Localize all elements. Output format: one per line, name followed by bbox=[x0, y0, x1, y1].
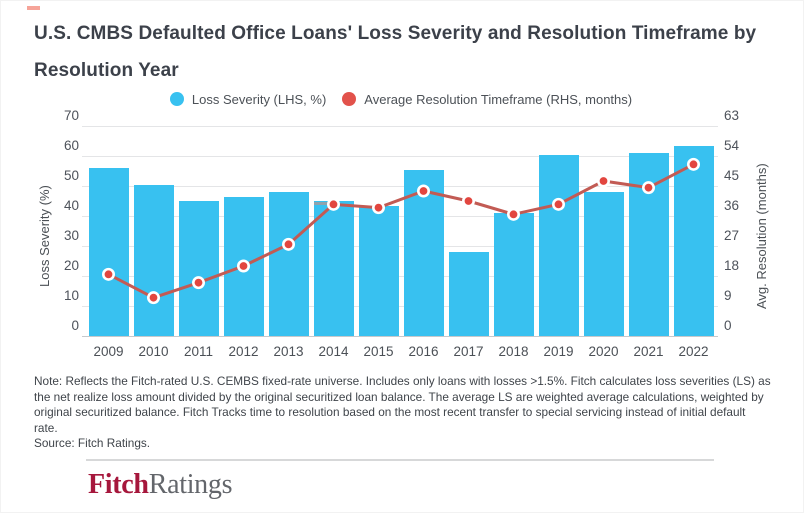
y-axis-right-tick: 36 bbox=[724, 198, 740, 213]
logo-fitch-text: Fitch bbox=[88, 469, 149, 500]
gridline bbox=[82, 276, 718, 277]
note-line: rate. bbox=[34, 420, 58, 435]
page-title: U.S. CMBS Defaulted Office Loans' Loss S… bbox=[34, 15, 774, 89]
line-marker-2017 bbox=[461, 194, 475, 208]
gray-cap-segment bbox=[314, 202, 335, 205]
line-marker-2014 bbox=[327, 197, 341, 211]
legend-item-loss-severity: Loss Severity (LHS, %) bbox=[169, 91, 327, 107]
x-axis-label-2009: 2009 bbox=[93, 344, 124, 359]
bar-2010 bbox=[133, 184, 174, 336]
y-axis-left-tick: 10 bbox=[63, 288, 79, 303]
line-marker-2021 bbox=[641, 181, 655, 195]
y-axis-right-tick: 18 bbox=[724, 258, 740, 273]
note-line: original securitized balance. Fitch Trac… bbox=[34, 405, 746, 420]
y-axis-left-tick: 0 bbox=[71, 318, 79, 333]
gridline bbox=[82, 156, 718, 157]
x-axis-label-2022: 2022 bbox=[678, 344, 709, 359]
x-axis-label-2013: 2013 bbox=[273, 344, 304, 359]
title-line-2: Resolution Year bbox=[34, 60, 179, 81]
title-line-1: U.S. CMBS Defaulted Office Loans' Loss S… bbox=[34, 23, 757, 44]
x-axis-label-2020: 2020 bbox=[588, 344, 619, 359]
footnote: Note: Reflects the Fitch-rated U.S. CEMB… bbox=[34, 374, 784, 452]
y-axis-left-tick: 20 bbox=[63, 258, 79, 273]
y-axis-left-tick: 40 bbox=[63, 198, 79, 213]
legend-label-resolution-timeframe: Average Resolution Timeframe (RHS, month… bbox=[364, 91, 633, 107]
logo-ratings-text: Ratings bbox=[148, 469, 233, 500]
y-axis-right-tick: 0 bbox=[724, 318, 732, 333]
x-axis-label-2016: 2016 bbox=[408, 344, 439, 359]
line-marker-2011 bbox=[192, 276, 206, 290]
y-axis-left-tick: 60 bbox=[63, 138, 79, 153]
line-marker-2018 bbox=[506, 207, 520, 221]
bar-2018 bbox=[493, 213, 534, 336]
x-axis-label-2011: 2011 bbox=[183, 344, 214, 359]
resolution-line-layer bbox=[101, 157, 700, 305]
chart-legend: Loss Severity (LHS, %) Average Resolutio… bbox=[86, 89, 716, 109]
bar-2019 bbox=[538, 154, 579, 336]
gridline bbox=[82, 336, 718, 337]
bar-2011 bbox=[178, 201, 219, 336]
line-marker-2012 bbox=[237, 259, 251, 273]
top-left-red-dash bbox=[27, 6, 40, 10]
note-line: the net realize loss amount divided by t… bbox=[34, 389, 764, 404]
gridline bbox=[82, 306, 718, 307]
line-marker-2013 bbox=[282, 237, 296, 251]
gridline bbox=[82, 216, 718, 217]
bar-2013 bbox=[268, 192, 309, 336]
bar-2009 bbox=[88, 168, 129, 336]
y-axis-left-tick: 30 bbox=[63, 228, 79, 243]
line-marker-2022 bbox=[686, 157, 700, 171]
y-axis-right-tick: 9 bbox=[724, 288, 732, 303]
line-marker-2009 bbox=[101, 267, 115, 281]
legend-label-loss-severity: Loss Severity (LHS, %) bbox=[191, 91, 327, 107]
y-axis-left-tick: 50 bbox=[63, 168, 79, 183]
red-circle-icon bbox=[342, 92, 357, 106]
gridline bbox=[82, 246, 718, 247]
x-axis-label-2015: 2015 bbox=[363, 344, 394, 359]
bar-2017 bbox=[448, 252, 489, 336]
blue-circle-icon bbox=[169, 92, 184, 106]
y-axis-right-tick: 45 bbox=[724, 168, 740, 183]
footer-divider bbox=[86, 459, 714, 461]
x-axis-label-2019: 2019 bbox=[543, 344, 574, 359]
resolution-line bbox=[107, 163, 695, 300]
line-marker-2010 bbox=[146, 291, 160, 305]
gridline bbox=[82, 186, 718, 187]
bar-2014 bbox=[313, 201, 354, 336]
source-line: Source: Fitch Ratings. bbox=[34, 436, 151, 451]
line-marker-2016 bbox=[416, 184, 430, 198]
y-axis-right-tick: 63 bbox=[724, 108, 740, 123]
bar-2022 bbox=[673, 145, 714, 336]
plot-area bbox=[82, 126, 718, 337]
bar-2015 bbox=[358, 205, 399, 336]
x-axis-label-2018: 2018 bbox=[498, 344, 529, 359]
gridline bbox=[82, 126, 718, 127]
line-marker-2019 bbox=[551, 197, 565, 211]
x-axis-label-2021: 2021 bbox=[633, 344, 664, 359]
right-axis-title: Avg. Resolution (months) bbox=[754, 163, 769, 309]
y-axis-right-tick: 27 bbox=[724, 228, 740, 243]
bar-2020 bbox=[583, 192, 624, 336]
x-axis-label-2010: 2010 bbox=[138, 344, 169, 359]
fitch-ratings-logo: FitchRatings bbox=[88, 469, 232, 501]
line-marker-2015 bbox=[371, 201, 385, 215]
y-axis-right-tick: 54 bbox=[724, 138, 740, 153]
x-axis-label-2014: 2014 bbox=[318, 344, 349, 359]
legend-item-resolution-timeframe: Average Resolution Timeframe (RHS, month… bbox=[342, 92, 632, 107]
note-line: Note: Reflects the Fitch-rated U.S. CEMB… bbox=[34, 374, 771, 388]
x-axis-label-2017: 2017 bbox=[453, 344, 484, 359]
y-axis-left-tick: 70 bbox=[63, 108, 79, 123]
x-axis-label-2012: 2012 bbox=[228, 344, 259, 359]
line-marker-2020 bbox=[596, 174, 610, 188]
x-axis-labels: 2009 2010 2011 2012 2013 2014 2015 2016 2017 2018… bbox=[86, 344, 716, 359]
